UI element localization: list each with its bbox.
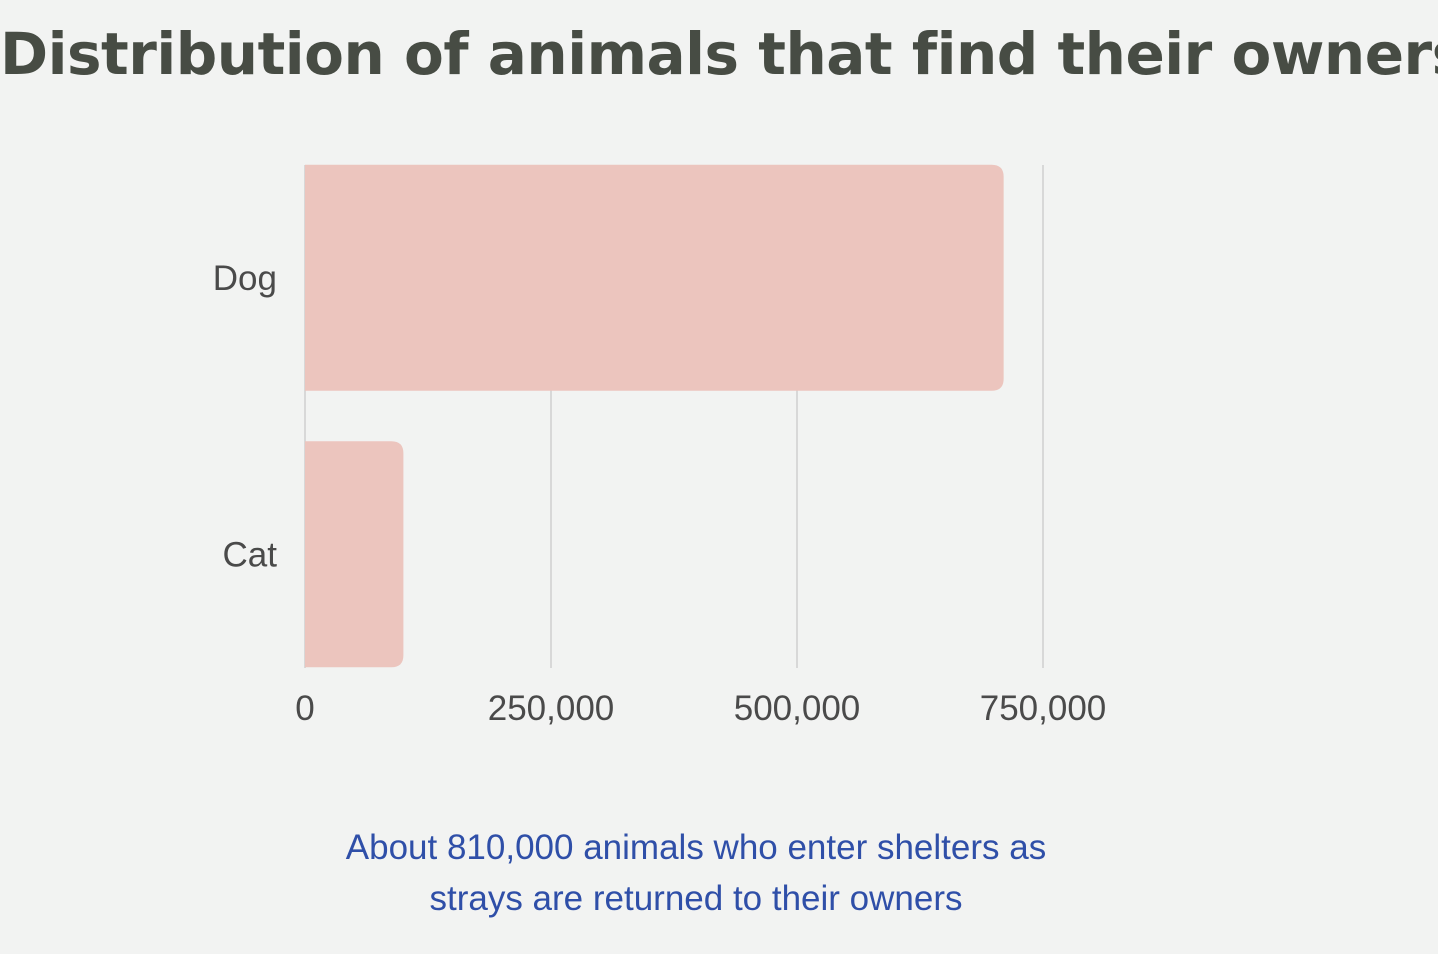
x-tick-label: 500,000 [734, 689, 861, 728]
x-tick-label: 0 [295, 689, 314, 728]
x-tick-label: 250,000 [488, 689, 615, 728]
category-label: Dog [213, 259, 277, 298]
caption-line: About 810,000 animals who enter shelters… [345, 828, 1047, 867]
category-label: Cat [223, 535, 278, 574]
x-tick-label: 750,000 [980, 689, 1107, 728]
chart-caption: About 810,000 animals who enter shelters… [0, 822, 1392, 924]
chart-title: Distribution of animals that find their … [0, 20, 1438, 88]
bar-dog [305, 164, 1004, 391]
bars [305, 164, 1004, 668]
x-axis-tick-labels: 0 250,000 500,000 750,000 [295, 689, 1106, 728]
category-labels: Dog Cat [213, 259, 277, 575]
bar-cat [305, 441, 404, 668]
caption-line: strays are returned to their owners [429, 879, 963, 918]
